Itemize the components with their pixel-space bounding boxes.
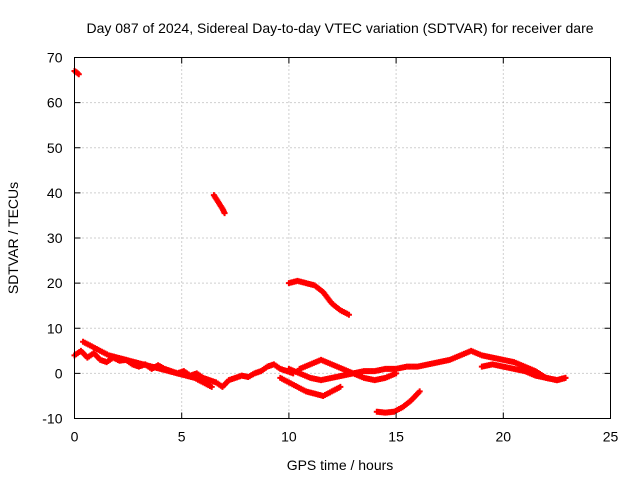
series-track-8 [296,356,400,384]
y-tick-label: 30 [47,230,63,246]
series-track-9 [478,361,569,384]
data-point [208,383,215,390]
x-tick-label: 20 [496,429,512,445]
data-point [416,388,423,395]
data-point [75,71,82,78]
series-track-3 [80,338,215,390]
x-tick-label: 25 [603,429,619,445]
y-tick-label: 70 [47,50,63,66]
y-tick-label: -10 [42,411,62,427]
series-track-4 [210,192,228,217]
x-tick-label: 0 [71,429,79,445]
data-point [393,370,400,377]
series-track-6 [277,374,344,399]
x-tick-label: 5 [178,429,186,445]
x-tick-label: 10 [281,429,297,445]
series-track-5 [285,277,352,318]
data-point [562,374,569,381]
y-tick-label: 50 [47,140,63,156]
data-point [221,210,228,217]
x-axis-title: GPS time / hours [287,457,394,473]
y-tick-label: 0 [55,365,63,381]
data-point [337,383,344,390]
axis-ticks: 0 5 10 15 20 25 -10 0 10 20 30 40 50 60 70 [42,50,618,445]
y-tick-label: 60 [47,95,63,111]
y-axis-title: SDTVAR / TECUs [5,182,21,294]
y-tick-label: 20 [47,275,63,291]
y-tick-label: 40 [47,185,63,201]
y-tick-label: 10 [47,320,63,336]
x-tick-label: 15 [388,429,404,445]
data-point [345,311,352,318]
chart-title: Day 087 of 2024, Sidereal Day-to-day VTE… [86,20,593,36]
series-track-1 [71,68,82,78]
